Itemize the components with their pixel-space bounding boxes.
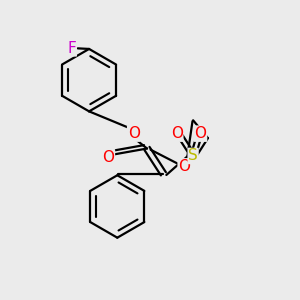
Text: O: O xyxy=(128,126,140,141)
Text: O: O xyxy=(178,159,190,174)
Text: F: F xyxy=(68,41,76,56)
Text: O: O xyxy=(171,126,183,141)
Text: S: S xyxy=(188,148,198,164)
Text: O: O xyxy=(102,150,114,165)
Text: O: O xyxy=(194,126,206,141)
